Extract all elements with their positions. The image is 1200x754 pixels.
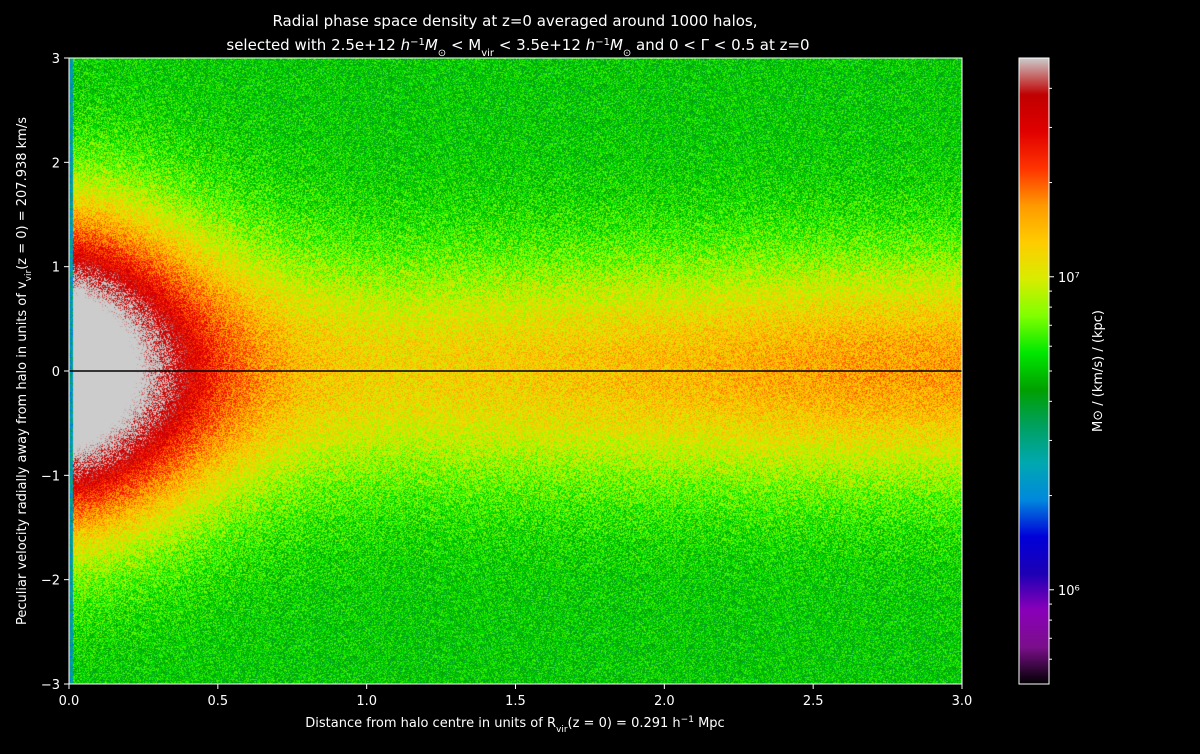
colorbar-ticks: 10⁶ 10⁷ <box>1049 87 1080 660</box>
x-tick-label: 3.0 <box>952 694 973 709</box>
y-axis-label: Peculiar velocity radially away from hal… <box>15 117 34 625</box>
colorbar-tick-label: 10⁷ <box>1058 271 1080 286</box>
x-tick-label: 2.0 <box>654 694 675 709</box>
y-tick-label: −1 <box>41 469 60 484</box>
x-tick-label: 0.5 <box>207 694 228 709</box>
colorbar-gradient <box>1018 57 1050 685</box>
x-axis: 0.0 0.5 1.0 1.5 2.0 2.5 3.0 <box>59 684 973 709</box>
x-tick-label: 0.0 <box>59 694 80 709</box>
chart-title-line1: Radial phase space density at z=0 averag… <box>272 12 757 30</box>
y-tick-label: −3 <box>41 678 60 693</box>
x-tick-label: 1.5 <box>505 694 526 709</box>
colorbar-tick-label: 10⁶ <box>1058 584 1080 599</box>
y-tick-label: 1 <box>52 261 60 276</box>
y-tick-label: 2 <box>52 156 60 171</box>
y-tick-label: −2 <box>41 574 60 589</box>
x-tick-label: 2.5 <box>803 694 824 709</box>
colorbar-label: M⊙ / (km/s) / (kpc) <box>1091 310 1106 432</box>
x-axis-label: Distance from halo centre in units of Rv… <box>305 715 724 735</box>
x-tick-label: 1.0 <box>356 694 377 709</box>
plot-area <box>68 57 963 685</box>
colorbar: 10⁶ 10⁷ M⊙ / (km/s) / (kpc) <box>1018 57 1106 685</box>
y-tick-label: 3 <box>52 52 60 67</box>
y-axis: −3 −2 −1 0 1 2 3 <box>41 52 69 693</box>
y-tick-label: 0 <box>52 365 60 380</box>
chart-title-line2: selected with 2.5e+12 h−1M⊙ < Mvir < 3.5… <box>226 36 809 59</box>
